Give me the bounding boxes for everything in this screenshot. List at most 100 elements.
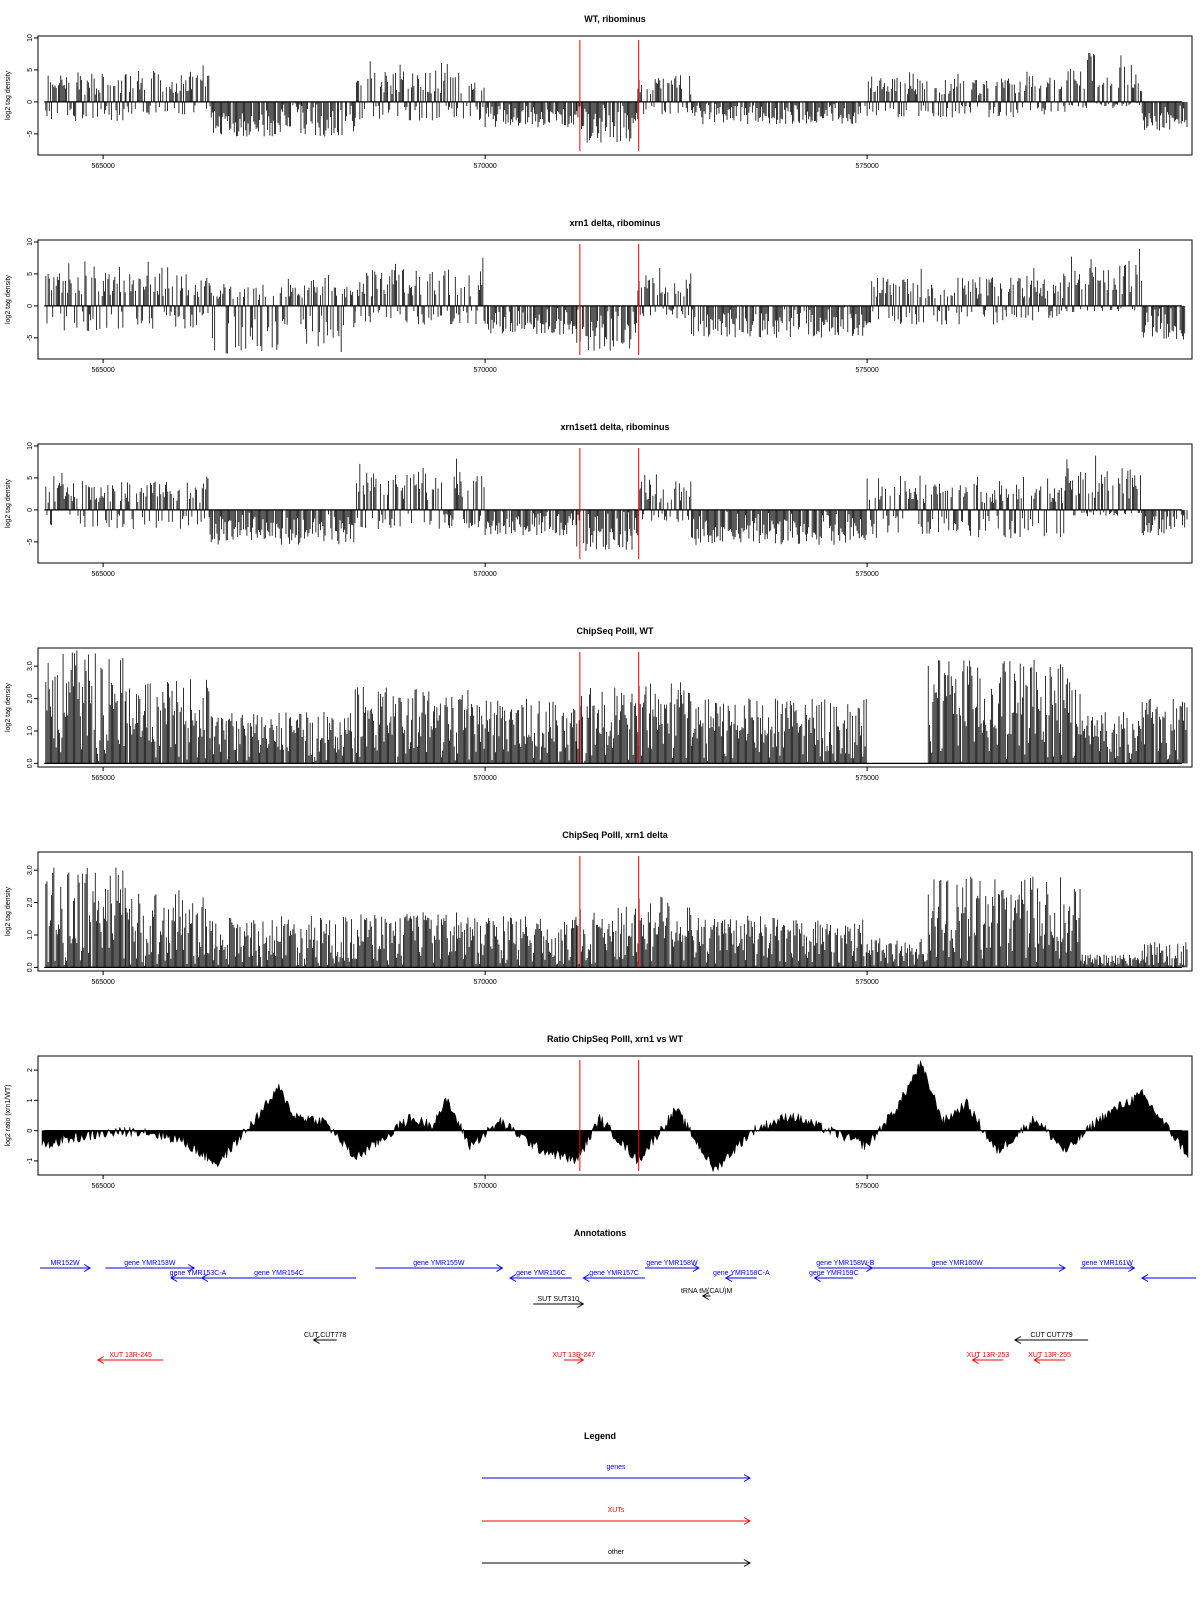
annotation-label: gene YMR159C [809, 1270, 859, 1277]
data-bars-segment-2 [354, 257, 485, 325]
arrowhead-icon [813, 1274, 821, 1282]
legend-label: other [608, 1549, 625, 1556]
x-tick-label: 575000 [855, 775, 878, 782]
data-bars-segment-4 [354, 61, 485, 121]
annotation-gene-12: gene YMR161W [1080, 1260, 1136, 1272]
annotation-label: gene YMR154C [254, 1270, 304, 1277]
arrowhead-icon [1033, 1356, 1041, 1364]
data-bars-segment-2 [210, 101, 302, 137]
arrowhead-icon [200, 1274, 209, 1282]
annotation-label: XUT 13R-245 [109, 1352, 152, 1359]
x-tick-label: 575000 [855, 367, 878, 374]
chart-title: ChipSeq PolII, WT [577, 626, 654, 636]
plot-frame [37, 35, 1193, 156]
x-tick-label: 570000 [473, 1183, 496, 1190]
annotations-panel: Annotations MR152W gene YMR153W gene YMR153… [40, 1228, 1196, 1364]
data-bars-segment-1 [209, 509, 356, 545]
annotation-label: gene YMR161W [1082, 1260, 1134, 1267]
annotation-xut-20: XUT 13R-253 [967, 1352, 1010, 1364]
y-tick-label: 10 [27, 442, 34, 450]
x-tick-label: 575000 [855, 979, 878, 986]
x-tick-label: 570000 [473, 367, 496, 374]
annotation-gene-2: gene YMR153C-A [170, 1270, 227, 1282]
plot-frame [37, 851, 1193, 972]
x-tick-label: 565000 [91, 979, 114, 986]
annotation-label: MR152W [50, 1260, 80, 1267]
data-bars-segment-2 [209, 711, 356, 764]
data-bars-segment-9 [1141, 305, 1186, 340]
x-tick-label: 565000 [91, 571, 114, 578]
annotation-label: gene YMR158C-A [713, 1270, 770, 1277]
y-tick-label: 2.0 [27, 898, 34, 908]
annotation-label: gene YMR155W [413, 1260, 465, 1267]
arrowhead-icon [1058, 1264, 1066, 1272]
annotation-gene-13 [1141, 1274, 1196, 1282]
arrowhead-icon [743, 1559, 751, 1567]
data-bars-segment-7 [691, 915, 867, 968]
annotation-other-17: CUT CUT779 [1013, 1332, 1089, 1344]
data-bars-segment-2 [355, 458, 485, 529]
data-bars-segment-5 [484, 101, 577, 128]
legend-label: XUTs [608, 1507, 625, 1514]
annotation-label: gene YMR158W-B [816, 1260, 874, 1267]
arrowhead-icon [1013, 1336, 1022, 1344]
y-tick-label: 5 [27, 68, 34, 72]
annotation-gene-11: gene YMR160W [849, 1260, 1066, 1272]
x-tick-label: 565000 [91, 367, 114, 374]
annotation-gene-1: gene YMR153W [105, 1260, 196, 1272]
data-bars-segment-4 [484, 698, 577, 764]
annotation-label: gene YMR156C [516, 1270, 566, 1277]
arrowhead-icon [496, 1264, 504, 1272]
annotation-gene-7: gene YMR158W [644, 1260, 700, 1272]
y-tick-label: 10 [27, 34, 34, 42]
arrowhead-icon [83, 1264, 92, 1272]
data-bars-segment-3 [354, 912, 485, 968]
data-bars-segment-6 [691, 305, 867, 338]
annotation-gene-8: gene YMR158C-A [713, 1270, 770, 1282]
x-tick-label: 570000 [473, 775, 496, 782]
data-bars-segment-5 [576, 687, 639, 764]
annotation-label: XUT 13R-255 [1028, 1352, 1071, 1359]
data-bars-segment-4 [576, 305, 637, 351]
data-bars-segment-8 [866, 938, 929, 968]
arrowhead-icon [743, 1474, 751, 1482]
y-tick-label: -5 [27, 335, 34, 341]
annotation-xut-21: XUT 13R-255 [1028, 1352, 1071, 1364]
legend-entry-2: other [482, 1549, 751, 1567]
y-tick-label: 0 [27, 508, 34, 512]
y-tick-label: 0 [27, 100, 34, 104]
data-bars-segment-3 [301, 101, 356, 137]
data-bars-segment-1 [125, 679, 211, 764]
chart-panel-2: xrn1set1 delta, ribominus log2 tag densit… [5, 422, 1193, 578]
plot-frame [37, 443, 1193, 564]
data-bars-segment-7 [866, 475, 1066, 539]
legend-panel: Legend genes XUTs other [482, 1431, 751, 1567]
annotation-label: XUT 13R-253 [967, 1352, 1010, 1359]
annotation-label: gene YMR160W [931, 1260, 983, 1267]
x-tick-label: 565000 [91, 1183, 114, 1190]
annotation-xut-19: XUT 13R-247 [552, 1352, 595, 1364]
y-axis-label: log2 tag density [5, 274, 12, 324]
annotation-other-16: CUT CUT778 [304, 1332, 346, 1344]
annotation-gene-10: gene YMR159C [809, 1270, 859, 1282]
x-tick-label: 565000 [91, 163, 114, 170]
arrowhead-icon [971, 1356, 979, 1364]
arrowhead-icon [1141, 1274, 1149, 1282]
data-bars-segment-0 [45, 650, 126, 764]
y-tick-label: 1 [27, 1098, 34, 1102]
y-tick-label: -5 [27, 131, 34, 137]
annotation-label: CUT CUT779 [1030, 1332, 1072, 1339]
data-bars-segment-1 [125, 65, 211, 115]
data-bars-segment-0 [45, 261, 210, 331]
ratio-area [41, 1060, 1189, 1173]
arrowhead-icon [724, 1274, 733, 1282]
y-axis-label: log2 tag density [5, 682, 12, 732]
annotation-label: gene YMR158W [646, 1260, 698, 1267]
chart-panel-5: Ratio ChipSeq PolII, xrn1 vs WT log2 rati… [5, 1034, 1193, 1190]
data-bars-segment-0 [45, 867, 126, 968]
data-bars-segment-3 [484, 509, 577, 536]
arrowhead-icon [692, 1264, 700, 1272]
y-tick-label: 0.0 [27, 758, 34, 768]
y-axis-label: log2 tag density [5, 70, 12, 120]
y-tick-label: 0.0 [27, 962, 34, 972]
